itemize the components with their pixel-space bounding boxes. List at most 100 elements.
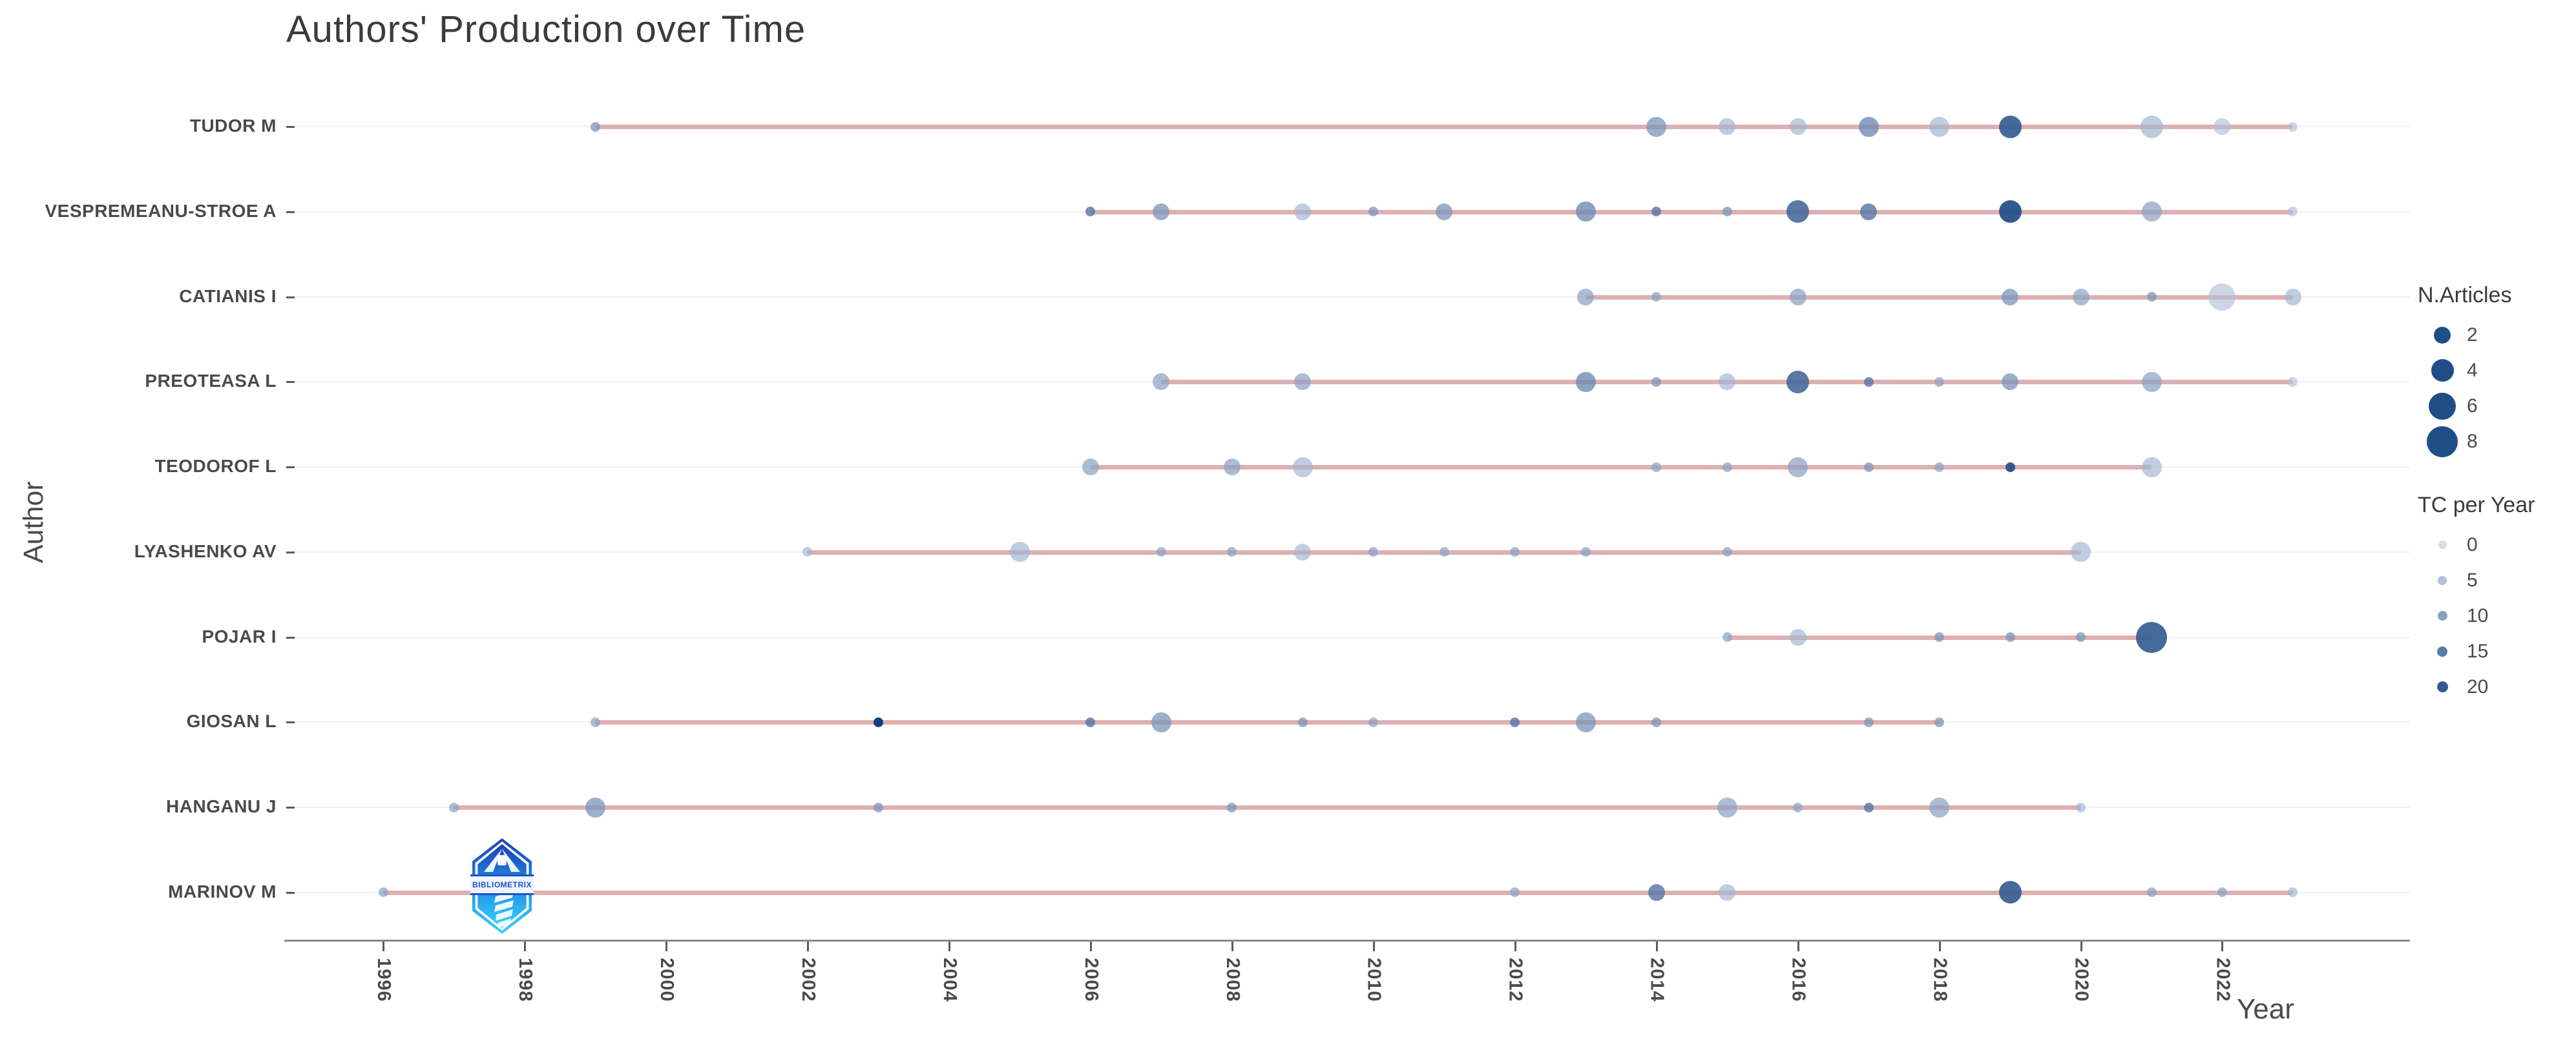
- x-axis-tick: [1514, 942, 1516, 951]
- production-dot: [1934, 377, 1945, 387]
- production-dot: [1998, 881, 2022, 904]
- color-legend-dot: [2438, 541, 2447, 549]
- production-dot: [1929, 116, 1950, 137]
- color-legend-item: 5: [2418, 563, 2575, 598]
- x-axis-tick: [2221, 942, 2224, 951]
- color-legend-item: 0: [2418, 527, 2575, 563]
- production-dot: [1151, 712, 1171, 732]
- color-legend-items: 0 5 10 15 20: [2418, 527, 2575, 705]
- production-dot: [1860, 203, 1878, 220]
- size-legend-dot: [2431, 359, 2454, 382]
- production-dot: [2071, 542, 2091, 563]
- size-legend-items: 2 4 6 8: [2418, 317, 2575, 459]
- x-axis-line: [284, 940, 2410, 942]
- size-legend-label: 2: [2467, 324, 2478, 346]
- production-dot: [2214, 118, 2231, 135]
- production-dot: [802, 547, 813, 557]
- x-axis-tick-label: 2022: [2212, 958, 2234, 1002]
- author-label: VESPREMEANU-STROE A: [45, 200, 277, 221]
- author-timeline: [1090, 209, 2293, 214]
- production-dot: [2141, 371, 2162, 392]
- production-dot: [2288, 121, 2298, 132]
- x-axis-tick: [1231, 942, 1233, 951]
- production-dot: [2288, 207, 2298, 217]
- production-dot: [1294, 373, 1312, 391]
- production-dot: [585, 797, 605, 818]
- production-dot: [2217, 887, 2227, 898]
- production-dot: [2002, 288, 2019, 305]
- size-legend-title: N.Articles: [2418, 283, 2512, 307]
- x-axis-tick: [806, 942, 809, 951]
- x-axis-tick-label: 2012: [1505, 958, 1526, 1002]
- x-axis-tick: [948, 942, 950, 951]
- author-label: TUDOR M: [189, 116, 277, 136]
- production-dot: [2141, 457, 2162, 477]
- row-gridline: [284, 636, 2410, 638]
- author-label: PREOTEASA L: [145, 371, 277, 391]
- legend-dot-cell: [2418, 326, 2467, 344]
- x-axis-tick: [665, 942, 667, 951]
- production-dot: [2076, 632, 2086, 642]
- size-legend-item: 6: [2418, 388, 2575, 424]
- production-dot: [1082, 459, 1099, 475]
- x-axis-tick: [1797, 942, 1799, 951]
- production-dot: [2284, 288, 2301, 305]
- production-dot: [2136, 621, 2167, 653]
- production-dot: [1934, 462, 1945, 472]
- production-dot: [2288, 887, 2298, 898]
- production-dot: [1575, 712, 1596, 732]
- size-legend-dot: [2434, 326, 2451, 344]
- production-dot: [1651, 717, 1662, 727]
- production-dot: [2005, 632, 2015, 642]
- y-axis-tick: [286, 807, 295, 809]
- production-dot: [1368, 717, 1379, 727]
- y-axis-tick: [286, 126, 295, 128]
- production-dot: [2141, 201, 2162, 222]
- production-dot: [1368, 207, 1379, 217]
- production-dot: [1863, 717, 1874, 727]
- size-legend-item: 2: [2418, 317, 2575, 353]
- production-dot: [448, 802, 459, 812]
- production-dot: [1651, 462, 1662, 472]
- production-dot: [1998, 115, 2022, 138]
- color-legend-dot: [2437, 646, 2447, 657]
- author-label: MARINOV M: [168, 881, 277, 902]
- x-axis-tick-label: 1996: [373, 958, 394, 1002]
- production-dot: [1577, 288, 1595, 305]
- x-axis-tick-label: 2014: [1646, 958, 1668, 1002]
- production-dot: [1085, 207, 1096, 217]
- production-dot: [1651, 207, 1662, 217]
- size-legend-label: 6: [2467, 395, 2478, 417]
- production-dot: [1575, 371, 1596, 392]
- legend-dot-cell: [2418, 541, 2467, 549]
- x-axis-tick-label: 2018: [1929, 958, 1951, 1002]
- lighthouse-icon: [484, 849, 520, 928]
- production-dot: [1227, 802, 1237, 812]
- author-label: GIOSAN L: [186, 711, 277, 732]
- production-dot: [2002, 373, 2019, 391]
- production-dot: [1722, 547, 1732, 557]
- production-dot: [1156, 547, 1166, 557]
- color-legend-item: 20: [2418, 669, 2575, 705]
- production-dot: [1436, 203, 1453, 220]
- production-dot: [1929, 797, 1950, 818]
- author-timeline: [1586, 294, 2293, 300]
- production-dot: [2076, 802, 2086, 812]
- y-axis-tick: [286, 551, 295, 553]
- author-timeline: [454, 805, 2081, 810]
- production-dot: [1789, 628, 1806, 646]
- y-axis-tick: [286, 381, 295, 384]
- author-timeline: [1090, 465, 2152, 470]
- production-dot: [590, 121, 600, 132]
- production-dot: [1786, 200, 1810, 223]
- size-legend-dot: [2429, 392, 2456, 420]
- color-legend-label: 10: [2467, 604, 2489, 626]
- legend-dot-cell: [2418, 681, 2467, 692]
- production-dot: [1788, 457, 1808, 477]
- x-axis-tick-label: 2008: [1222, 958, 1243, 1002]
- author-label: POJAR I: [202, 626, 277, 646]
- production-dot: [1863, 802, 1874, 812]
- x-axis-tick: [1372, 942, 1375, 951]
- bibliometrix-logo: BIBLIOMETRIX: [470, 838, 534, 934]
